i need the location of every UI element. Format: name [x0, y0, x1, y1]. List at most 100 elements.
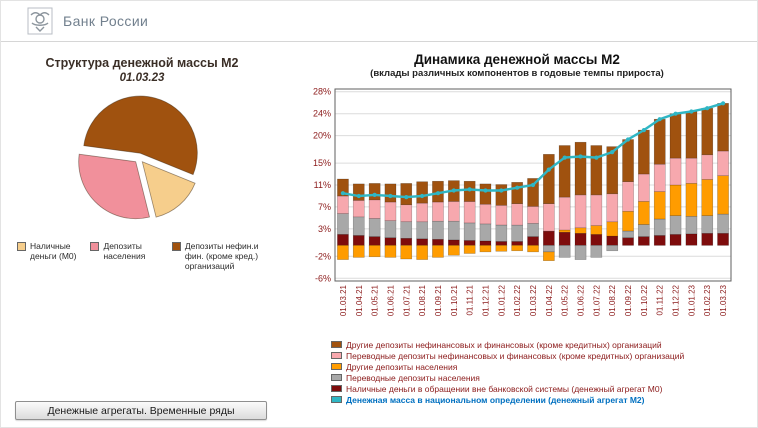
bar-segment — [527, 223, 539, 237]
chart-legend: Другие депозиты нефинансовых и финансовы… — [331, 340, 751, 405]
bar-segment — [416, 221, 428, 240]
bar-segment — [606, 235, 619, 246]
bar-segment — [337, 213, 349, 235]
m2-line-marker — [404, 195, 409, 200]
bar-segment — [558, 145, 571, 198]
x-axis-tick-label: 01.03.23 — [719, 284, 728, 316]
bar-segment — [337, 234, 349, 246]
pie-legend-label: Депозиты населения — [103, 241, 146, 262]
bar-segment — [400, 237, 413, 246]
bar-segment — [511, 182, 523, 204]
m2-line-marker — [483, 188, 488, 193]
bar-segment — [574, 141, 587, 196]
x-axis-tick-label: 01.05.22 — [561, 284, 570, 316]
bar-segment — [448, 245, 460, 256]
bar-segment — [622, 211, 634, 232]
m2-line-marker — [673, 111, 678, 116]
bar-segment — [400, 183, 413, 206]
money-structure-panel: Структура денежной массы М2 01.03.23 Нал… — [1, 42, 283, 406]
bank-logo[interactable]: Банк России — [27, 7, 148, 35]
bar-segment — [448, 220, 460, 241]
m2-line-marker — [721, 101, 726, 106]
bar-segment — [717, 213, 729, 234]
bar-segment — [495, 205, 508, 226]
bar-segment — [685, 111, 698, 159]
bar-segment — [638, 224, 650, 237]
bar-segment — [463, 240, 476, 246]
m2-line-marker — [435, 191, 441, 196]
legend-row-m2-line: Денежная масса в национальном определени… — [331, 395, 751, 405]
bar-segment — [717, 233, 729, 246]
m2-line-marker — [625, 137, 631, 142]
y-axis-tick-label: 28% — [313, 87, 331, 97]
pie-chart-date: 01.03.23 — [119, 72, 165, 84]
bar-segment — [558, 196, 571, 231]
bar-segment — [558, 245, 571, 258]
x-axis-tick-label: 01.12.21 — [482, 284, 491, 316]
bar-segment — [701, 179, 714, 216]
legend-row-transfer-household-deposits: Переводные депозиты населения — [331, 373, 751, 383]
bar-segment — [463, 222, 476, 241]
bar-segment — [638, 129, 650, 175]
bar-segment — [717, 103, 729, 152]
pie-legend-label: Наличные деньги (М0) — [30, 241, 77, 262]
bar-segment — [495, 241, 508, 246]
bar-segment — [511, 224, 523, 242]
legend-label: Переводные депозиты населения — [346, 373, 480, 384]
bar-segment — [590, 145, 603, 196]
bar-segment — [669, 157, 682, 186]
pie-legend-item-organizations: Депозиты нефин.и фин. (кроме кред.) орга… — [171, 241, 271, 272]
bar-segment — [701, 154, 714, 180]
bar-segment — [701, 233, 714, 246]
bar-segment — [479, 245, 492, 253]
bar-segment — [352, 235, 365, 246]
bar-segment — [590, 245, 603, 258]
x-axis-tick-label: 01.07.22 — [592, 284, 601, 316]
x-axis-tick-label: 01.02.23 — [703, 284, 712, 316]
y-axis-tick-label: 7% — [318, 202, 331, 212]
bar-segment — [622, 237, 634, 246]
legend-swatch-organizations — [171, 242, 181, 251]
m2-line-marker — [657, 117, 662, 122]
bar-segment — [448, 201, 460, 222]
m2-line-marker — [530, 182, 536, 188]
pie-legend-label: Депозиты нефин.и фин. (кроме кред.) орга… — [184, 241, 259, 272]
time-series-button[interactable]: Денежные агрегаты. Временные ряды — [15, 401, 267, 420]
bar-segment — [384, 245, 397, 258]
bar-segment — [337, 178, 349, 197]
bar-segment — [590, 234, 603, 246]
legend-swatch-other-org — [331, 341, 342, 348]
m2-line-marker — [372, 192, 377, 197]
bar-segment — [527, 206, 539, 224]
legend-row-other-org-deposits: Другие депозиты нефинансовых и финансовы… — [331, 340, 751, 350]
bar-segment — [463, 245, 476, 254]
bar-segment — [653, 163, 666, 192]
legend-swatch-other-household — [331, 363, 342, 371]
bar-segment — [416, 181, 428, 204]
bar-segment — [606, 146, 619, 195]
x-axis-tick-label: 01.10.21 — [450, 284, 459, 316]
m2-line-marker — [641, 128, 646, 133]
bar-segment — [368, 236, 381, 246]
bar-segment — [384, 183, 397, 203]
bar-segment — [479, 240, 492, 246]
bar-segment — [479, 203, 492, 225]
x-axis-tick-label: 01.11.22 — [656, 284, 665, 315]
bar-segment — [653, 118, 666, 165]
bar-segment — [337, 245, 349, 260]
y-axis-tick-label: 11% — [314, 180, 331, 190]
x-axis-tick-label: 01.12.22 — [672, 284, 681, 316]
m2-line-marker — [356, 193, 361, 199]
bar-segment — [432, 239, 444, 246]
bar-segment — [384, 220, 397, 238]
bar-segment — [479, 183, 492, 205]
bar-segment — [685, 183, 698, 217]
brand-name: Банк России — [63, 13, 149, 29]
bar-segment — [590, 225, 603, 235]
m2-line-marker — [578, 154, 583, 159]
m2-line-marker — [388, 193, 393, 199]
bar-segment — [685, 233, 698, 246]
bar-segment — [384, 201, 397, 221]
bar-segment — [558, 231, 571, 246]
bar-segment — [416, 245, 428, 260]
